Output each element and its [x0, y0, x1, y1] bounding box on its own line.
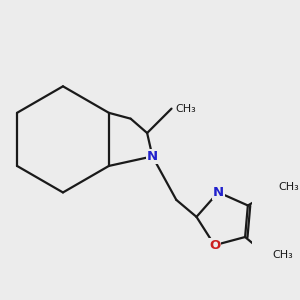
Text: O: O: [209, 239, 220, 252]
Text: CH₃: CH₃: [176, 103, 196, 114]
Text: N: N: [147, 150, 158, 163]
Text: CH₃: CH₃: [272, 250, 293, 260]
Text: CH₃: CH₃: [278, 182, 299, 192]
Text: N: N: [213, 186, 224, 199]
